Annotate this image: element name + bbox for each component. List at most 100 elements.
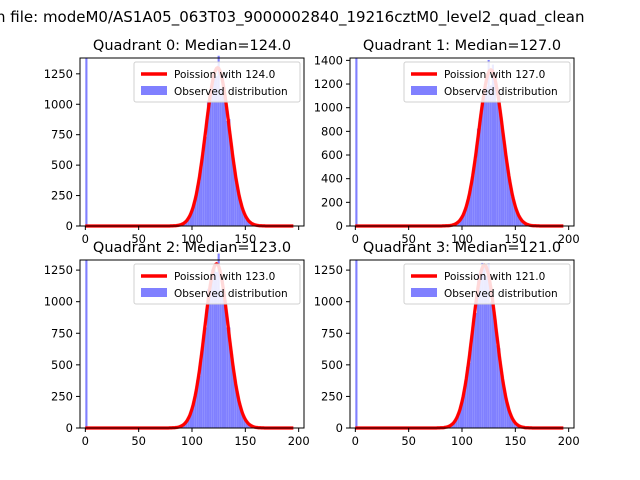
histogram-bar [500, 123, 503, 226]
histogram-bar [474, 159, 477, 226]
y-tick-label: 800 [321, 124, 343, 138]
histogram-bar [230, 148, 233, 226]
histogram-bar [211, 269, 214, 428]
histogram-bar [472, 320, 475, 428]
x-tick-label: 50 [131, 434, 146, 448]
histogram-bar [232, 160, 235, 226]
histogram-bar [232, 368, 235, 428]
histogram-bar [504, 396, 507, 428]
histogram-bar [226, 327, 229, 428]
histogram-bar [194, 200, 197, 226]
histogram-bar [476, 128, 480, 226]
histogram-bar [204, 327, 207, 428]
histogram-bar [213, 266, 216, 428]
histogram-bar [464, 387, 467, 428]
histogram-bar [200, 158, 203, 226]
histogram-bar [243, 212, 246, 226]
histogram-bar [245, 421, 248, 428]
histogram-bar [187, 217, 190, 226]
histogram-bar [217, 55, 220, 226]
histogram-bar [483, 90, 486, 226]
x-tick-label: 50 [131, 232, 146, 246]
histogram-bar [185, 420, 188, 428]
histogram-bar [511, 419, 514, 428]
histogram-bar [515, 209, 518, 226]
histogram-bar [226, 120, 229, 226]
histogram-bar [508, 411, 512, 428]
y-tick-label: 1400 [314, 53, 343, 67]
x-tick-label: 0 [352, 434, 359, 448]
legend: Poission with 121.0 Observed distribution [403, 263, 571, 305]
histogram-bar [241, 413, 244, 428]
y-tick-label: 1250 [314, 263, 343, 277]
histogram-bar [513, 201, 516, 226]
histogram-bar [483, 265, 486, 428]
histogram-bar [466, 366, 469, 428]
x-tick-label: 50 [401, 434, 416, 448]
y-tick-label: 1250 [44, 263, 73, 277]
y-tick-label: 1200 [314, 77, 343, 91]
x-tick-label: 200 [288, 434, 310, 448]
histogram-bar [496, 101, 499, 226]
histogram-bar [219, 88, 222, 226]
y-tick-label: 400 [321, 172, 343, 186]
y-tick-label: 1000 [314, 295, 343, 309]
y-tick-label: 250 [51, 389, 73, 403]
histogram-bar [209, 290, 212, 428]
legend-observed-label: Observed distribution [444, 288, 558, 300]
legend-poisson-label: Poission with 127.0 [444, 69, 545, 81]
quadrant-title: Quadrant 2: Median=123.0 [93, 240, 291, 256]
x-tick-label: 150 [504, 232, 526, 246]
x-tick-label: 100 [181, 232, 203, 246]
y-tick-label: 250 [51, 189, 73, 203]
legend-box [403, 263, 571, 305]
histogram-bar [198, 181, 201, 226]
y-tick-label: 0 [336, 219, 343, 233]
legend-box [133, 61, 301, 103]
histogram-bar [245, 217, 248, 226]
histogram-bar [243, 416, 246, 428]
zero-bin-bar [85, 58, 88, 226]
legend: Poission with 123.0 Observed distribution [133, 263, 301, 305]
histogram-bar [470, 333, 473, 428]
histogram-bar [498, 92, 501, 226]
histogram-bar [521, 221, 524, 226]
zero-bin-bar [355, 260, 358, 428]
histogram-bar [206, 288, 210, 428]
y-tick-label: 500 [51, 358, 73, 372]
histogram-bar [224, 301, 227, 428]
quadrant-1-panel: 0 50 100 150 200 0 200 400 600 800 1000 1200 1400 Qua… [314, 38, 580, 246]
histogram-bar [468, 362, 471, 428]
histogram-bar [487, 263, 490, 428]
histogram-bar [457, 221, 460, 226]
histogram-bar [228, 119, 231, 226]
histogram-bar [489, 301, 492, 428]
y-tick-label: 250 [321, 389, 343, 403]
legend-observed-swatch [141, 86, 167, 95]
histogram-bar [196, 186, 199, 226]
histogram-bar [194, 397, 197, 428]
legend: Poission with 127.0 Observed distribution [403, 61, 571, 103]
histogram-bar [238, 403, 242, 428]
histogram-bar [494, 79, 497, 227]
y-tick-label: 0 [336, 421, 343, 435]
histogram-bar [187, 417, 190, 428]
histogram-bar [464, 210, 467, 226]
legend-observed-label: Observed distribution [444, 86, 558, 98]
histogram-bar [479, 280, 482, 428]
histogram-bar [215, 76, 218, 226]
histogram-bar [459, 218, 462, 226]
quadrant-title: Quadrant 1: Median=127.0 [363, 38, 561, 54]
histogram-bar [500, 373, 503, 428]
x-tick-label: 150 [504, 434, 526, 448]
x-tick-label: 100 [451, 232, 473, 246]
y-tick-label: 600 [321, 148, 343, 162]
histogram-bar [213, 73, 216, 226]
legend-poisson-label: Poission with 124.0 [174, 69, 275, 81]
histogram-bar [228, 327, 231, 428]
figure-suptitle: n file: modeM0/AS1A05_063T03_9000002840_… [0, 8, 585, 27]
histogram-bar [476, 273, 480, 428]
x-tick-label: 150 [234, 434, 256, 448]
histogram-bar [221, 279, 224, 428]
